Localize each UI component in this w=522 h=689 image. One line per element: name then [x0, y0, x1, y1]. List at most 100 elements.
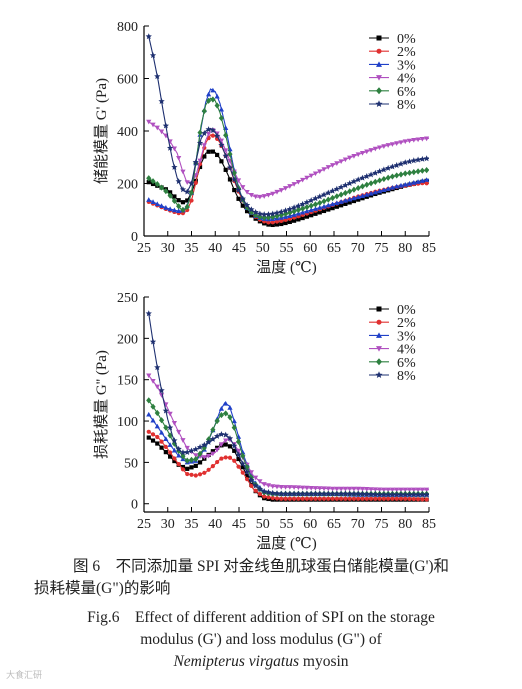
- data-point-marker: [368, 487, 374, 492]
- data-point-marker: [262, 494, 267, 499]
- data-point-marker: [394, 172, 400, 179]
- data-point-marker: [300, 177, 306, 183]
- data-point-marker: [402, 491, 409, 498]
- data-point-marker: [236, 456, 241, 462]
- data-point-marker: [350, 490, 358, 497]
- data-point-marker: [210, 426, 216, 433]
- data-point-marker: [146, 429, 151, 434]
- data-point-marker: [376, 491, 383, 498]
- data-point-marker: [226, 435, 234, 442]
- data-point-marker: [171, 146, 177, 152]
- data-point-marker: [338, 191, 344, 198]
- y-tick-label: 200: [117, 332, 138, 347]
- data-point-marker: [214, 432, 221, 439]
- data-point-marker: [274, 496, 280, 501]
- data-point-marker: [150, 379, 156, 384]
- data-point-marker: [372, 491, 379, 498]
- data-point-marker: [206, 149, 211, 154]
- data-point-marker: [257, 194, 263, 200]
- data-point-marker: [350, 178, 358, 185]
- data-point-marker: [295, 179, 301, 185]
- data-point-marker: [394, 487, 400, 493]
- x-tick-label: 80: [398, 517, 412, 532]
- data-point-marker: [236, 464, 241, 469]
- plot-area: [145, 310, 429, 502]
- data-point-marker: [312, 490, 319, 497]
- data-point-marker: [185, 466, 190, 471]
- data-point-marker: [172, 194, 177, 199]
- data-point-marker: [197, 460, 203, 465]
- data-point-marker: [159, 439, 164, 444]
- data-point-marker: [321, 203, 327, 209]
- data-point-marker: [372, 487, 378, 493]
- data-point-marker: [206, 91, 212, 97]
- data-point-marker: [291, 208, 297, 215]
- y-tick-label: 200: [117, 178, 138, 193]
- data-point-marker: [359, 150, 366, 156]
- data-point-marker: [150, 417, 156, 423]
- data-point-marker: [270, 222, 275, 228]
- data-point-marker: [339, 203, 344, 208]
- data-point-marker: [193, 463, 198, 468]
- data-point-marker: [206, 467, 211, 472]
- data-point-marker: [304, 485, 310, 491]
- data-point-marker: [145, 33, 152, 40]
- data-point-marker: [205, 126, 212, 133]
- x-axis-title: 温度 (℃): [256, 535, 317, 552]
- x-tick-label: 50: [256, 241, 270, 256]
- data-point-marker: [389, 142, 396, 147]
- data-point-marker: [155, 441, 160, 446]
- data-point-marker: [381, 187, 387, 193]
- data-point-marker: [231, 442, 238, 449]
- data-point-marker: [227, 444, 233, 449]
- data-point-marker: [398, 487, 404, 493]
- data-point-marker: [172, 456, 177, 461]
- data-point-marker: [342, 486, 348, 492]
- data-point-marker: [193, 180, 198, 185]
- data-point-marker: [210, 464, 215, 469]
- data-point-marker: [317, 496, 322, 501]
- y-tick-label: 800: [117, 20, 138, 35]
- data-point-marker: [295, 210, 301, 216]
- data-point-marker: [176, 155, 182, 161]
- data-point-marker: [158, 417, 165, 424]
- data-point-marker: [154, 423, 160, 429]
- data-point-marker: [308, 207, 314, 213]
- data-point-marker: [232, 187, 237, 193]
- data-point-marker: [270, 220, 275, 225]
- data-point-marker: [243, 201, 251, 208]
- data-point-marker: [329, 486, 336, 492]
- data-point-marker: [309, 496, 314, 501]
- data-point-marker: [168, 450, 173, 455]
- data-point-marker: [150, 403, 156, 410]
- data-point-marker: [266, 220, 271, 225]
- data-point-marker: [330, 206, 335, 211]
- data-point-marker: [256, 485, 264, 492]
- data-point-marker: [364, 194, 369, 199]
- data-point-marker: [385, 174, 391, 181]
- data-point-marker: [210, 149, 215, 154]
- data-point-marker: [317, 205, 323, 210]
- data-point-marker: [320, 490, 328, 497]
- data-point-marker: [253, 488, 258, 493]
- y-tick-label: 600: [117, 73, 138, 88]
- data-point-marker: [236, 196, 241, 201]
- data-point-marker: [286, 490, 293, 497]
- data-point-marker: [419, 167, 425, 174]
- data-point-marker: [206, 131, 212, 137]
- data-point-marker: [158, 203, 165, 208]
- data-point-marker: [223, 455, 228, 460]
- data-point-marker: [325, 165, 331, 170]
- data-point-marker: [385, 487, 391, 493]
- x-tick-label: 50: [256, 517, 270, 532]
- data-point-marker: [372, 169, 379, 176]
- data-point-marker: [227, 151, 233, 158]
- y-axis-title: 储能模量 G' (Pa): [93, 78, 110, 184]
- data-point-marker: [196, 139, 204, 146]
- data-point-marker: [184, 445, 190, 451]
- data-point-marker: [334, 204, 339, 209]
- legend-label: 2%: [397, 316, 416, 331]
- data-point-marker: [282, 490, 289, 497]
- data-point-marker: [163, 444, 168, 449]
- data-point-marker: [223, 400, 229, 406]
